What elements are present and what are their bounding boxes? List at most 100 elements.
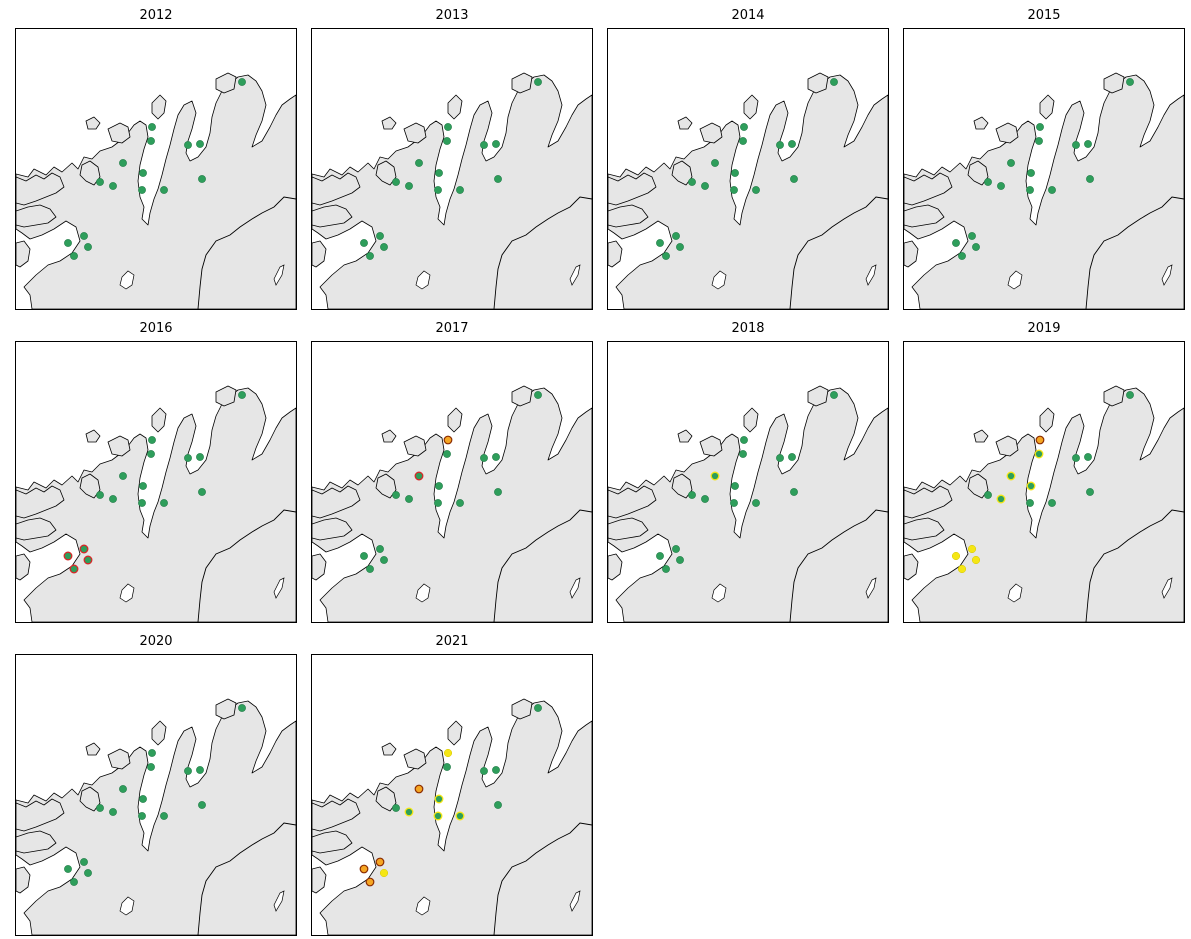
island bbox=[16, 517, 57, 541]
site-marker bbox=[365, 877, 375, 887]
site-marker bbox=[380, 243, 388, 251]
lake bbox=[273, 890, 285, 912]
map-frame bbox=[903, 341, 1185, 623]
site-marker bbox=[64, 865, 72, 873]
site-marker bbox=[1126, 391, 1134, 399]
island bbox=[403, 122, 427, 144]
site-marker bbox=[480, 767, 488, 775]
island bbox=[1103, 72, 1125, 94]
coastline-map bbox=[16, 385, 296, 622]
island bbox=[743, 94, 759, 120]
map-frame bbox=[311, 341, 593, 623]
country-border bbox=[789, 509, 888, 622]
site-marker bbox=[148, 123, 156, 131]
site-marker bbox=[196, 140, 204, 148]
site-marker bbox=[480, 141, 488, 149]
site-marker bbox=[1027, 169, 1035, 177]
panel-title: 2013 bbox=[435, 8, 469, 23]
site-marker bbox=[138, 812, 146, 820]
site-marker bbox=[70, 252, 78, 260]
site-marker bbox=[443, 137, 451, 145]
site-marker bbox=[752, 186, 760, 194]
island bbox=[381, 742, 397, 756]
island bbox=[312, 553, 327, 581]
site-marker bbox=[701, 182, 709, 190]
site-marker bbox=[492, 140, 500, 148]
coastline-map bbox=[312, 72, 592, 309]
island bbox=[403, 748, 427, 770]
island bbox=[151, 720, 167, 746]
site-marker bbox=[1084, 453, 1092, 461]
site-marker bbox=[238, 704, 246, 712]
site-marker bbox=[434, 499, 442, 507]
site-marker bbox=[656, 552, 664, 560]
site-marker bbox=[80, 232, 88, 240]
island bbox=[973, 429, 989, 443]
map-frame bbox=[607, 341, 889, 623]
site-marker bbox=[376, 545, 384, 553]
island bbox=[16, 240, 31, 268]
lake bbox=[1007, 270, 1023, 290]
site-marker bbox=[830, 391, 838, 399]
country-border bbox=[493, 509, 592, 622]
site-marker bbox=[830, 78, 838, 86]
island bbox=[511, 698, 533, 720]
site-marker bbox=[198, 801, 206, 809]
island bbox=[381, 116, 397, 130]
map-panel-2016: 2016 bbox=[15, 317, 297, 623]
site-marker bbox=[184, 767, 192, 775]
site-marker bbox=[119, 472, 127, 480]
site-marker bbox=[701, 495, 709, 503]
site-marker bbox=[139, 482, 147, 490]
site-marker bbox=[119, 785, 127, 793]
island bbox=[312, 204, 353, 228]
site-marker bbox=[984, 491, 992, 499]
site-marker bbox=[656, 239, 664, 247]
site-marker bbox=[456, 186, 464, 194]
site-marker bbox=[739, 137, 747, 145]
map-frame bbox=[15, 28, 297, 310]
island bbox=[312, 485, 361, 519]
coastline-map bbox=[16, 698, 296, 935]
island bbox=[16, 172, 65, 206]
coastline-map bbox=[608, 72, 888, 309]
lake bbox=[119, 270, 135, 290]
island bbox=[447, 720, 463, 746]
island bbox=[16, 553, 31, 581]
site-marker bbox=[138, 186, 146, 194]
site-marker bbox=[740, 436, 748, 444]
island bbox=[608, 553, 623, 581]
island bbox=[215, 698, 237, 720]
island bbox=[699, 122, 723, 144]
map-frame bbox=[15, 341, 297, 623]
site-marker bbox=[63, 551, 73, 561]
site-marker bbox=[405, 495, 413, 503]
island bbox=[973, 116, 989, 130]
island bbox=[807, 72, 829, 94]
site-marker bbox=[996, 494, 1006, 504]
site-marker bbox=[1126, 78, 1134, 86]
site-marker bbox=[455, 811, 465, 821]
site-marker bbox=[776, 454, 784, 462]
island bbox=[312, 866, 327, 894]
island bbox=[1039, 94, 1055, 120]
site-marker bbox=[392, 804, 400, 812]
site-marker bbox=[184, 141, 192, 149]
island bbox=[511, 72, 533, 94]
site-marker bbox=[1048, 499, 1056, 507]
site-marker bbox=[731, 169, 739, 177]
island bbox=[608, 517, 649, 541]
site-marker bbox=[96, 491, 104, 499]
island bbox=[312, 798, 361, 832]
island bbox=[312, 172, 361, 206]
island bbox=[904, 204, 945, 228]
island bbox=[608, 172, 657, 206]
island bbox=[215, 385, 237, 407]
site-marker bbox=[160, 812, 168, 820]
coastline-map bbox=[608, 385, 888, 622]
site-marker bbox=[184, 454, 192, 462]
site-marker bbox=[676, 243, 684, 251]
site-marker bbox=[968, 232, 976, 240]
site-marker bbox=[456, 499, 464, 507]
site-marker bbox=[790, 175, 798, 183]
